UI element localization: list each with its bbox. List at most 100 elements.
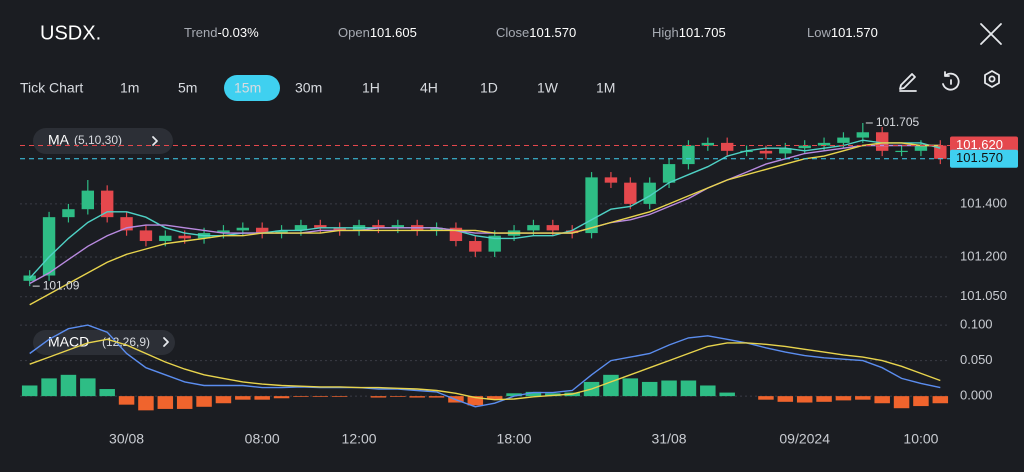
x-tick-label: 09/2024 <box>779 431 830 447</box>
candle-body <box>643 182 656 204</box>
candle-body <box>682 145 695 165</box>
candle-body <box>624 182 637 204</box>
timeframe[interactable]: 5m <box>178 80 197 96</box>
price-tag-label: 101.620 <box>956 137 1003 152</box>
price-tag-label: 101.570 <box>956 150 1003 165</box>
histogram-bar <box>41 378 57 397</box>
histogram-bar <box>661 380 677 397</box>
candle-body <box>255 227 269 234</box>
macd-pill[interactable] <box>33 330 175 355</box>
timeframe[interactable]: 1H <box>362 80 380 96</box>
candle-body <box>759 150 773 154</box>
candle-body <box>42 217 56 276</box>
histogram-bar <box>913 396 929 407</box>
candle-body <box>701 142 715 146</box>
candle-body <box>217 230 230 234</box>
stat: Open101.605 <box>338 25 417 40</box>
y-tick-label: 101.200 <box>960 248 1007 263</box>
draw-tool[interactable] <box>899 73 917 92</box>
histogram-bar <box>719 392 735 397</box>
macd-line <box>29 324 941 408</box>
histogram-bar <box>370 396 387 398</box>
histogram-bar <box>777 396 794 402</box>
histogram-bar <box>506 393 522 397</box>
stat-label: Low <box>807 25 831 40</box>
histogram-bar <box>622 378 639 397</box>
candle-body <box>100 190 114 218</box>
histogram-bar <box>486 396 503 400</box>
histogram-bar <box>855 396 871 400</box>
candle-body <box>875 132 889 151</box>
y-tick-label: 0.100 <box>960 317 993 332</box>
x-tick-label: 08:00 <box>245 431 280 447</box>
x-tick-label: 31/08 <box>652 431 687 447</box>
histogram-bar <box>603 374 619 397</box>
ma-params: (5,10,30) <box>74 133 122 147</box>
stat: Close101.570 <box>496 25 576 40</box>
histogram-bar <box>467 396 484 406</box>
x-tick-label: 30/08 <box>109 431 144 447</box>
candle-body <box>372 225 385 228</box>
low-annotation: 101.09 <box>43 278 80 292</box>
candle-body <box>178 235 191 239</box>
stat-value: -0.03% <box>217 25 259 40</box>
settings-tool[interactable] <box>984 70 1000 88</box>
histogram-bar <box>215 396 232 404</box>
timeframe[interactable]: 1D <box>480 80 498 96</box>
x-tick-label: 12:00 <box>342 431 377 447</box>
timeframe[interactable]: 30m <box>295 80 322 96</box>
candle-body <box>662 164 676 183</box>
histogram-bar <box>80 378 96 397</box>
macd-params: (12,26,9) <box>102 335 150 349</box>
price-tag <box>950 149 1018 168</box>
candle-body <box>314 225 327 228</box>
histogram-bar <box>99 389 115 397</box>
candle-body <box>546 225 560 231</box>
histogram-bar <box>196 396 212 407</box>
histogram-bar <box>893 396 910 409</box>
ma-pill[interactable] <box>33 128 173 154</box>
histogram-bar <box>874 396 890 404</box>
histogram-bar <box>390 396 406 397</box>
candle-body <box>236 227 250 231</box>
y-tick-label: 101.050 <box>960 288 1007 303</box>
timeframe[interactable]: Tick Chart <box>20 80 83 96</box>
histogram-bar <box>680 380 697 397</box>
candle-body <box>391 225 405 228</box>
candle-body <box>62 209 75 218</box>
candle-body <box>720 142 734 151</box>
candle-body <box>527 225 540 231</box>
timeframe[interactable]: 1W <box>537 80 559 96</box>
candle-body <box>604 177 618 183</box>
close-button[interactable] <box>980 23 1002 45</box>
histogram-bar <box>118 396 135 405</box>
timeframe[interactable]: 15m <box>234 80 261 96</box>
histogram-bar <box>157 396 174 409</box>
reset-tool[interactable] <box>942 71 960 91</box>
macd-chevron <box>163 337 169 347</box>
candle-body <box>934 145 947 159</box>
candle-body <box>895 150 908 153</box>
timeframe[interactable]: 4H <box>420 80 438 96</box>
histogram-bar <box>700 385 716 397</box>
histogram-bar <box>758 396 774 400</box>
candle-body <box>469 241 482 252</box>
candle-body <box>81 190 95 210</box>
x-tick-label: 18:00 <box>497 431 532 447</box>
histogram-bar <box>273 396 290 399</box>
stat-value: 101.705 <box>679 25 726 40</box>
stat: Trend-0.03% <box>184 25 259 40</box>
stat: Low101.570 <box>807 25 878 40</box>
stat-label: High <box>652 25 679 40</box>
timeframe[interactable]: 1M <box>596 80 615 96</box>
candle-body <box>333 227 346 231</box>
y-tick-label: 0.050 <box>960 352 993 367</box>
timeframe[interactable]: 1m <box>120 80 139 96</box>
stat-value: 101.570 <box>831 25 878 40</box>
histogram-bar <box>254 396 270 400</box>
x-tick-label: 10:00 <box>903 431 938 447</box>
ma-line <box>29 139 941 279</box>
candle-body <box>275 230 288 234</box>
y-tick-label: 101.400 <box>960 195 1007 210</box>
